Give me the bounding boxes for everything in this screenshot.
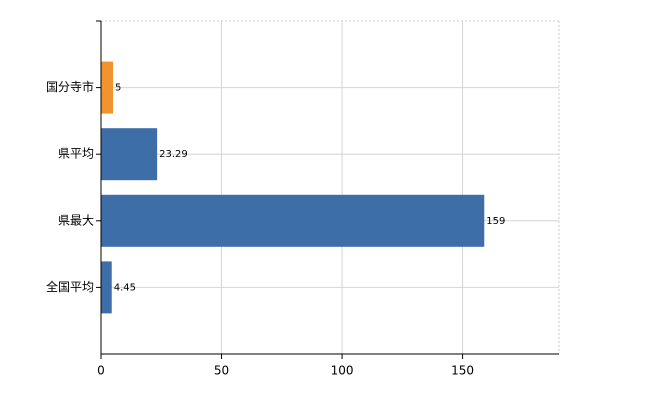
y-tick-label: 県平均 (58, 147, 94, 161)
value-label: 4.45 (114, 282, 136, 293)
bar (101, 128, 158, 181)
bar (101, 61, 114, 114)
y-tick-label: 国分寺市 (46, 79, 94, 94)
bar (101, 261, 112, 314)
x-tick-label: 150 (451, 364, 474, 378)
x-tick-label: 100 (331, 364, 354, 378)
y-tick-label: 全国平均 (46, 279, 94, 294)
y-tick-label: 県最大 (58, 213, 94, 227)
bar (101, 194, 485, 247)
value-label: 159 (486, 216, 505, 227)
x-tick-label: 0 (97, 364, 105, 378)
value-label: 5 (115, 83, 121, 94)
value-label: 23.29 (159, 149, 188, 160)
x-tick-label: 50 (214, 364, 229, 378)
